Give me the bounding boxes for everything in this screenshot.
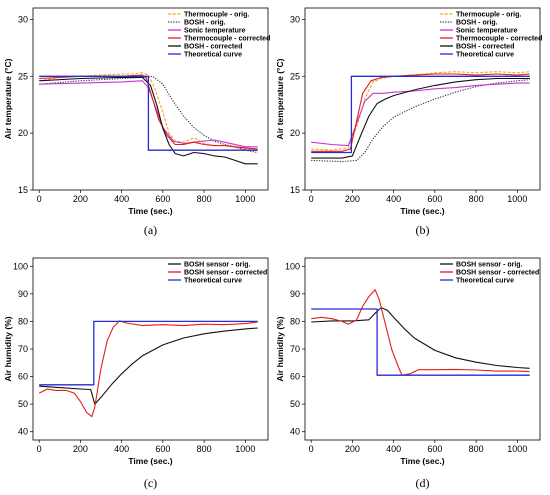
legend-entry: Theoretical curve bbox=[456, 52, 514, 59]
y-axis-title: Air temperature (°C) bbox=[3, 58, 13, 139]
x-tick-label: 0 bbox=[37, 194, 42, 204]
panel-d-chart: 0 200 400 600 800 1000 40 50 60 70 80 90 100 Time (se… bbox=[275, 257, 541, 490]
legend-entry: Theoretical curve bbox=[184, 52, 242, 59]
x-tick-label: 600 bbox=[427, 444, 442, 454]
legend-entry: BOSH - orig. bbox=[456, 20, 498, 27]
y-tick-label: 20 bbox=[18, 128, 28, 138]
y-tick-label: 70 bbox=[290, 344, 300, 354]
series-line-theoretical-curve bbox=[311, 308, 530, 376]
y-tick-label: 100 bbox=[285, 261, 300, 271]
x-tick-label: 800 bbox=[197, 194, 212, 204]
y-tick-label: 20 bbox=[290, 128, 300, 138]
panel-label: (d) bbox=[416, 476, 430, 490]
x-tick-label: 0 bbox=[37, 444, 42, 454]
panel-a-chart: 0 200 400 600 800 1000 15 20 25 30 Time (sec.) Air … bbox=[3, 7, 270, 237]
plot-frame bbox=[304, 257, 541, 441]
series-line-bosh-sensor-corrected bbox=[38, 320, 258, 418]
x-tick-label: 1000 bbox=[235, 444, 255, 454]
x-tick-label: 800 bbox=[469, 194, 484, 204]
x-tick-label: 200 bbox=[73, 194, 88, 204]
y-tick-label: 70 bbox=[18, 344, 28, 354]
y-tick-label: 25 bbox=[290, 71, 300, 81]
legend-entry: Thermocuple - orig. bbox=[456, 12, 521, 19]
x-tick-label: 0 bbox=[309, 194, 314, 204]
y-tick-label: 80 bbox=[18, 316, 28, 326]
x-tick-label: 400 bbox=[386, 444, 401, 454]
plot-frame bbox=[304, 7, 541, 191]
x-axis-title: Time (sec.) bbox=[128, 206, 172, 216]
legend-entry: BOSH sensor - orig. bbox=[184, 262, 251, 269]
x-tick-label: 800 bbox=[197, 444, 212, 454]
legend-entry: Theoretical curve bbox=[456, 278, 514, 285]
panel-b-chart: 0 200 400 600 800 1000 15 20 25 30 Time (sec.) Air … bbox=[275, 7, 542, 237]
y-tick-label: 15 bbox=[18, 185, 28, 195]
legend-entry: Theoretical curve bbox=[184, 278, 242, 285]
x-axis-title: Time (sec.) bbox=[400, 206, 444, 216]
series-line-bosh-orig bbox=[39, 75, 258, 154]
legend-entry: Sonic temperature bbox=[184, 28, 246, 35]
x-tick-label: 1000 bbox=[235, 194, 255, 204]
y-tick-label: 80 bbox=[290, 316, 300, 326]
legend-entry: Thermocouple - corrected bbox=[184, 36, 270, 43]
legend-entry: BOSH sensor - corrected bbox=[456, 270, 539, 277]
panel-label: (c) bbox=[144, 476, 157, 490]
series-line-theoretical-curve bbox=[311, 75, 530, 154]
series-line-bosh-corrected bbox=[39, 76, 258, 165]
x-tick-label: 200 bbox=[73, 444, 88, 454]
x-tick-label: 200 bbox=[345, 194, 360, 204]
series-line-sonic-temperature bbox=[39, 80, 258, 148]
x-tick-label: 200 bbox=[345, 444, 360, 454]
y-tick-label: 30 bbox=[290, 14, 300, 24]
series-line-bosh-sensor-orig bbox=[39, 327, 258, 405]
x-tick-label: 400 bbox=[386, 194, 401, 204]
series-line-theoretical-curve bbox=[39, 75, 258, 151]
y-tick-label: 25 bbox=[18, 71, 28, 81]
panel-label: (a) bbox=[144, 223, 157, 237]
y-tick-label: 90 bbox=[18, 289, 28, 299]
y-tick-label: 50 bbox=[18, 399, 28, 409]
x-tick-label: 600 bbox=[155, 194, 170, 204]
series-line-bosh-corrected bbox=[311, 77, 530, 159]
y-tick-label: 40 bbox=[290, 427, 300, 437]
legend-entry: BOSH - corrected bbox=[184, 44, 242, 51]
y-tick-label: 30 bbox=[18, 14, 28, 24]
legend-entry: BOSH - corrected bbox=[456, 44, 514, 51]
legend-entry: BOSH - orig. bbox=[184, 20, 226, 27]
y-tick-label: 60 bbox=[290, 372, 300, 382]
panel-label: (b) bbox=[416, 223, 430, 237]
series-line-theoretical-curve bbox=[39, 320, 258, 386]
x-tick-label: 0 bbox=[309, 444, 314, 454]
series-line-bosh-sensor-corrected bbox=[311, 289, 530, 376]
y-tick-label: 100 bbox=[13, 261, 28, 271]
y-tick-label: 60 bbox=[18, 372, 28, 382]
x-tick-label: 1000 bbox=[507, 194, 527, 204]
legend-entry: Sonic temperature bbox=[456, 28, 518, 35]
x-tick-label: 600 bbox=[427, 194, 442, 204]
x-axis-title: Time (sec.) bbox=[400, 456, 444, 466]
legend-entry: Thermocouple - corrected bbox=[456, 36, 542, 43]
legend-entry: BOSH sensor - corrected bbox=[184, 270, 267, 277]
x-tick-label: 400 bbox=[114, 444, 129, 454]
x-tick-label: 400 bbox=[114, 194, 129, 204]
y-tick-label: 90 bbox=[290, 289, 300, 299]
y-axis-title: Air humidity (%) bbox=[3, 316, 13, 381]
y-axis-title: Air temperature (°C) bbox=[275, 58, 285, 139]
x-tick-label: 600 bbox=[155, 444, 170, 454]
y-axis-title: Air humidity (%) bbox=[275, 316, 285, 381]
series-line-bosh-orig bbox=[311, 79, 530, 163]
y-tick-label: 15 bbox=[290, 185, 300, 195]
y-tick-label: 40 bbox=[18, 427, 28, 437]
plot-frame bbox=[32, 257, 269, 441]
plot-frame bbox=[32, 7, 269, 191]
x-tick-label: 800 bbox=[469, 444, 484, 454]
panel-c-chart: 0 200 400 600 800 1000 40 50 60 70 80 90 100 Time (se… bbox=[3, 257, 269, 490]
y-tick-label: 50 bbox=[290, 399, 300, 409]
legend-entry: Thermocuple - orig. bbox=[184, 12, 249, 19]
series-line-bosh-sensor-orig bbox=[311, 307, 530, 369]
x-tick-label: 1000 bbox=[507, 444, 527, 454]
legend-entry: BOSH sensor - orig. bbox=[456, 262, 523, 269]
x-axis-title: Time (sec.) bbox=[128, 456, 172, 466]
